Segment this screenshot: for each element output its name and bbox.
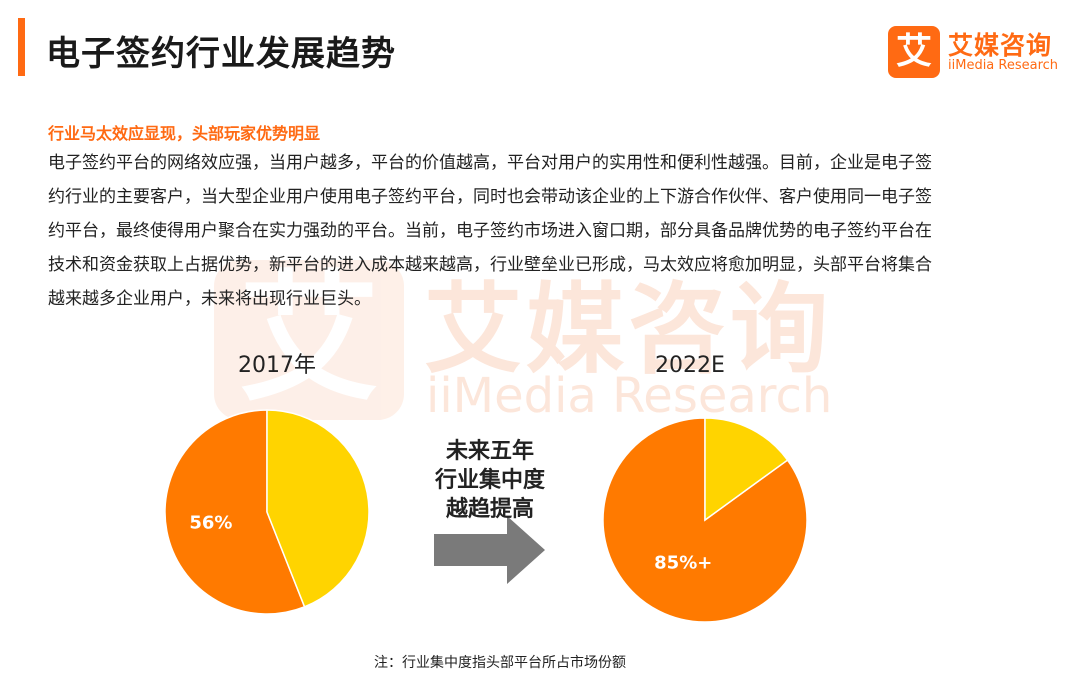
pie-2017-data-label: 56%: [189, 513, 232, 534]
logo-name-cn: 艾媒咨询: [948, 31, 1053, 60]
body-paragraph: 电子签约平台的网络效应强，当用户越多，平台的价值越高，平台对用户的实用性和便利性…: [48, 146, 1048, 316]
page-title: 电子签约行业发展趋势: [46, 34, 396, 74]
body-line: 电子签约平台的网络效应强，当用户越多，平台的价值越高，平台对用户的实用性和便利性…: [48, 153, 932, 173]
title-accent-bar: [18, 18, 25, 76]
pie-2017-slice-0: [164, 409, 306, 615]
footnote: 注：行业集中度指头部平台所占市场份额: [374, 655, 626, 671]
body-line: 技术和资金获取上占据优势，新平台的进入成本越来越高，行业壁垒业已形成，马太效应将…: [48, 255, 932, 275]
logo-mark: 艾: [888, 26, 940, 78]
pie-2017-slice-1: [266, 409, 370, 608]
arrow-shape: [434, 516, 545, 584]
logo-name-en: iiMedia Research: [948, 58, 1059, 73]
section-subtitle: 行业马太效应显现，头部玩家优势明显: [48, 124, 321, 143]
arrow-text-line: 未来五年: [446, 438, 534, 464]
arrow-text-line: 越趋提高: [445, 496, 534, 522]
body-line: 越来越多企业用户，未来将出现行业巨头。: [48, 289, 371, 309]
body-line: 约平台，最终使得用户聚合在实力强劲的平台。当前，电子签约市场进入窗口期，部分具备…: [48, 221, 932, 241]
trend-arrow: 未来五年 行业集中度 越趋提高: [434, 438, 546, 584]
pie-2022-data-label: 85%+: [654, 553, 712, 574]
pie-2022-slice-1: [704, 417, 789, 522]
brand-logo: 艾 艾媒咨询 iiMedia Research: [888, 26, 1068, 78]
body-line: 约行业的主要客户，当大型企业用户使用电子签约平台，同时也会带动该企业的上下游合作…: [48, 187, 932, 207]
pie-2017-title: 2017年: [238, 353, 316, 378]
arrow-text-line: 行业集中度: [434, 467, 546, 493]
pie-2022-title: 2022E: [655, 353, 725, 378]
